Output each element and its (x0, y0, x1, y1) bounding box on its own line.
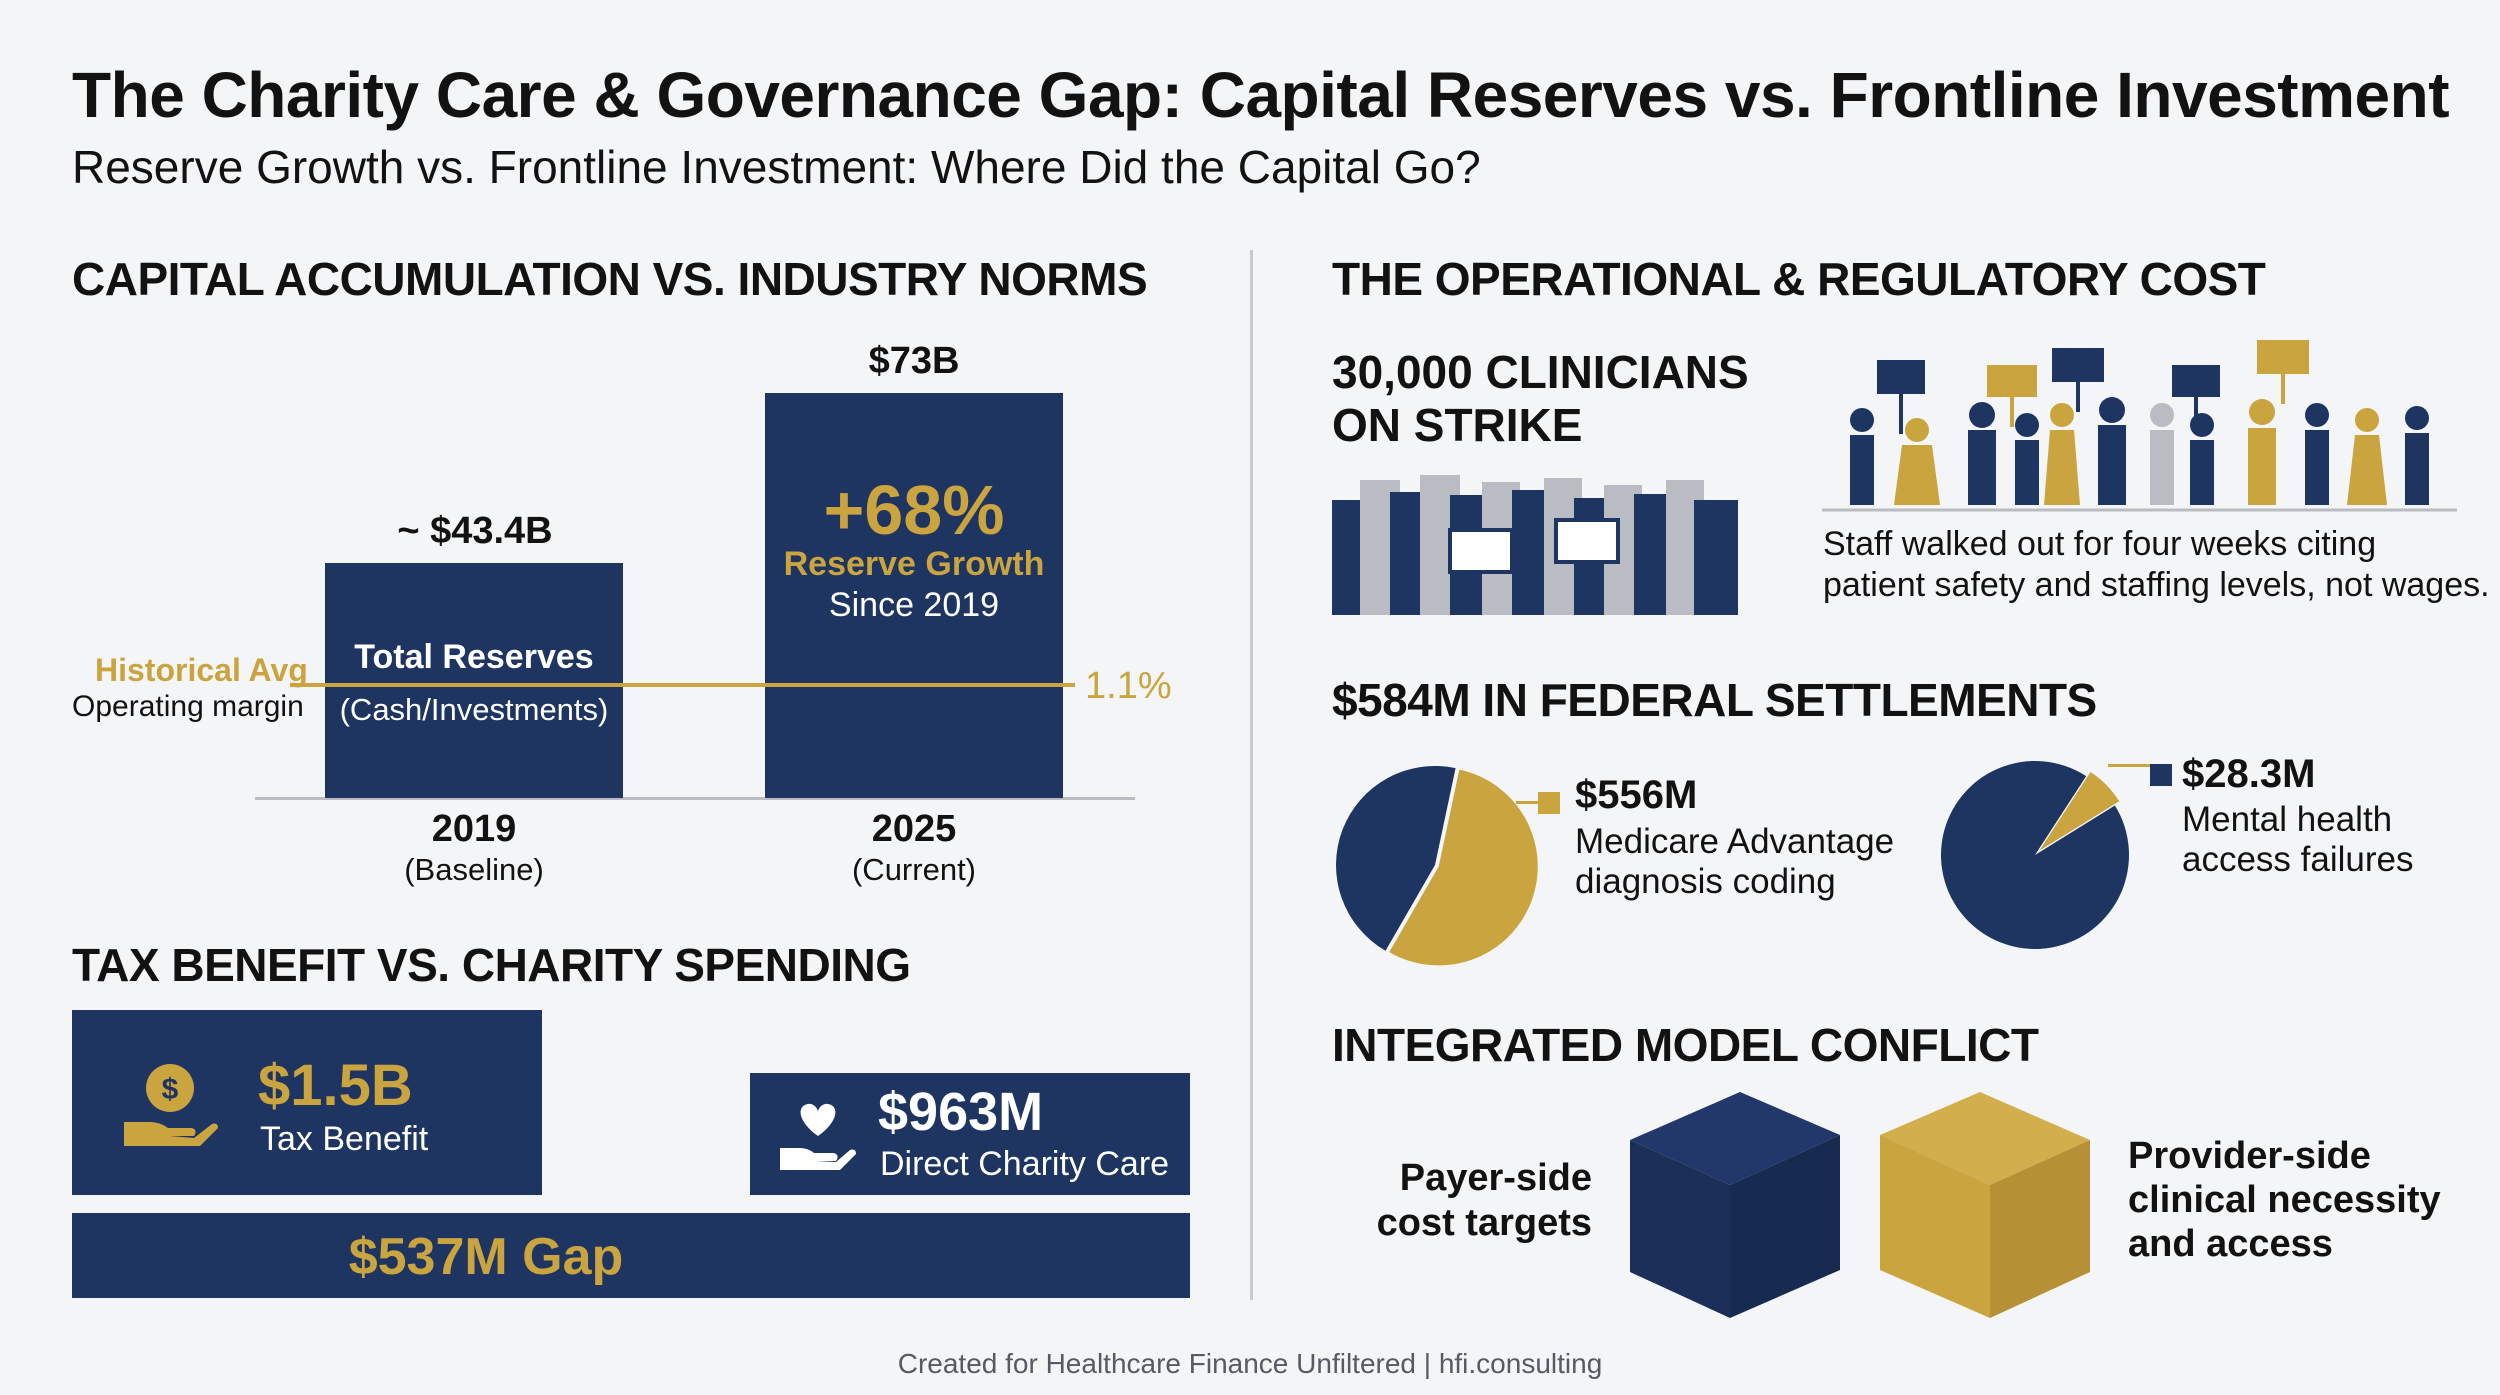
growth-percent: +68% (823, 471, 1005, 549)
provider-line1: Provider-side (2128, 1135, 2371, 1177)
bar-2019-value: ~ $43.4B (397, 510, 553, 552)
strike-desc-1: Staff walked out for four weeks citing (1823, 525, 2377, 563)
provider-line2: clinical necessity (2128, 1179, 2441, 1221)
pie-mental-highlight-slice (2039, 771, 2120, 851)
pie-mental-line2: access failures (2182, 840, 2414, 879)
model-heading: INTEGRATED MODEL CONFLICT (1332, 1019, 2039, 1071)
pie-mental-line1: Mental health (2182, 800, 2393, 839)
tax-benefit-box: $ $1.5B Tax Benefit (72, 1010, 542, 1195)
bar-2019-year: 2019 (431, 808, 517, 850)
chart-baseline (255, 797, 1135, 800)
bar-2019-note: (Baseline) (404, 852, 544, 887)
pie-medicare-marker (1538, 792, 1560, 814)
bar-2025-note: (Current) (851, 852, 976, 887)
pie-mental-health (1935, 755, 2135, 955)
ops-heading: THE OPERATIONAL & REGULATORY COST (1332, 253, 2266, 305)
pie-mental-marker (2150, 764, 2172, 786)
pie-medicare-line1: Medicare Advantage (1575, 822, 1895, 861)
page-subtitle: Reserve Growth vs. Frontline Investment:… (72, 141, 1481, 193)
pie-medicare (1330, 760, 1540, 970)
settlements-heading: $584M IN FEDERAL SETTLEMENTS (1332, 674, 2097, 726)
bar-2025-value: $73B (868, 340, 960, 382)
strike-desc-2: patient safety and staffing levels, not … (1823, 566, 2490, 604)
provider-cube-icon (1870, 1090, 2100, 1320)
payer-line2: cost targets (1376, 1202, 1592, 1244)
provider-line3: and access (2128, 1223, 2333, 1265)
crowd-silhouettes-icon (1332, 470, 1742, 615)
charity-care-box: $963M Direct Charity Care (750, 1073, 1190, 1195)
pie-mental-amount: $28.3M (2182, 752, 2316, 796)
svg-text:$: $ (162, 1073, 179, 1106)
historical-avg-sub: Operating margin (72, 690, 304, 723)
growth-sub: Since 2019 (828, 586, 1000, 624)
growth-label: Reserve Growth (783, 545, 1045, 583)
pie-medicare-highlight-slice (1389, 769, 1538, 966)
strike-title-2: ON STRIKE (1332, 399, 1583, 451)
strike-title-1: 30,000 CLINICIANS (1332, 346, 1749, 398)
historical-avg-line (290, 683, 1075, 687)
heart-hand-icon (778, 1098, 858, 1173)
capital-heading: CAPITAL ACCUMULATION VS. INDUSTRY NORMS (72, 253, 1148, 305)
pie-medicare-amount: $556M (1575, 773, 1698, 817)
pie-medicare-remainder-slice (1336, 766, 1456, 951)
protesters-icon (1822, 340, 2457, 512)
tax-benefit-amount: $1.5B (258, 1053, 413, 1118)
charity-label: Direct Charity Care (880, 1145, 1170, 1183)
bar-2025-year: 2025 (871, 808, 957, 850)
page-title: The Charity Care & Governance Gap: Capit… (72, 59, 2450, 131)
column-divider (1250, 250, 1253, 1300)
historical-avg-value: 1.1% (1085, 665, 1172, 707)
gap-label: $537M Gap (348, 1228, 624, 1286)
historical-avg-label: Historical Avg (95, 652, 308, 688)
bar-2025 (765, 393, 1063, 798)
pie-medicare-leader (1516, 801, 1540, 804)
bar-2019 (325, 563, 623, 798)
bar-2019-title: Total Reserves (354, 638, 594, 676)
gap-box: $537M Gap (72, 1213, 1190, 1298)
tax-heading: TAX BENEFIT VS. CHARITY SPENDING (72, 939, 911, 991)
charity-amount: $963M (878, 1082, 1044, 1142)
pie-mental-leader (2108, 764, 2152, 767)
payer-line1: Payer-side (1399, 1157, 1592, 1199)
bar-2019-sub: (Cash/Investments) (339, 692, 609, 727)
payer-cube-icon (1620, 1090, 1850, 1320)
dollar-hand-icon: $ (120, 1060, 220, 1150)
tax-benefit-label: Tax Benefit (260, 1120, 429, 1158)
pie-mental-remainder-slice (1941, 761, 2129, 949)
pie-medicare-line2: diagnosis coding (1575, 862, 1836, 901)
footer-credit: Created for Healthcare Finance Unfiltere… (897, 1348, 1603, 1379)
